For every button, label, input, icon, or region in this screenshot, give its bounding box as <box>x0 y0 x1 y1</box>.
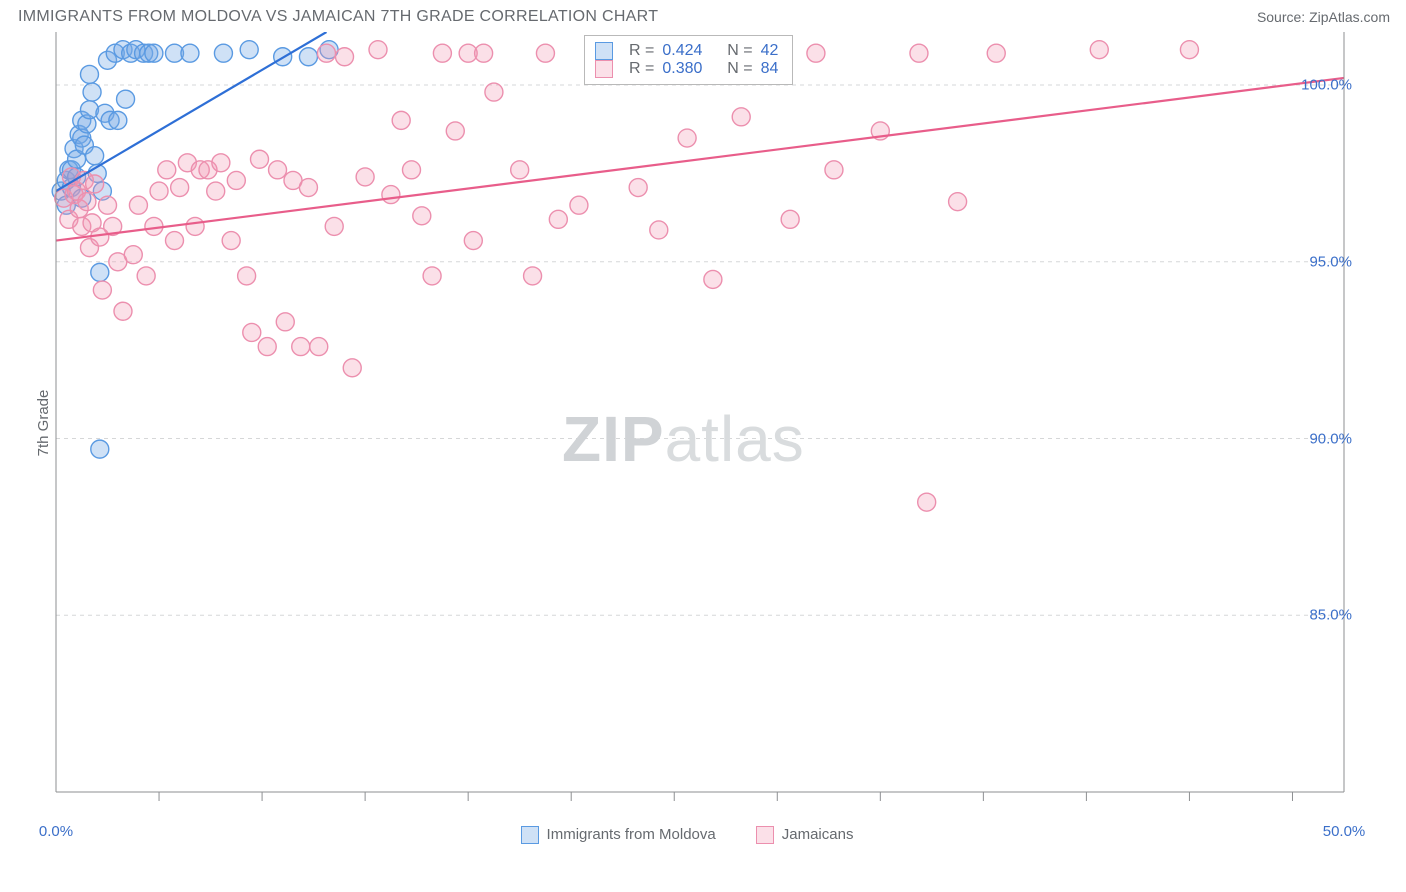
y-tick-label: 95.0% <box>1309 253 1352 270</box>
correlation-legend-row: R = 0.424 N = 42 <box>595 42 778 60</box>
correlation-legend-row: R = 0.380 N = 84 <box>595 60 778 78</box>
chart-title: IMMIGRANTS FROM MOLDOVA VS JAMAICAN 7TH … <box>18 8 658 26</box>
scatter-plot <box>14 32 1360 814</box>
chart-header: IMMIGRANTS FROM MOLDOVA VS JAMAICAN 7TH … <box>0 0 1406 32</box>
y-tick-label: 90.0% <box>1309 430 1352 447</box>
chart-source: Source: ZipAtlas.com <box>1257 9 1390 25</box>
y-tick-label: 85.0% <box>1309 607 1352 624</box>
series-legend-item: Jamaicans <box>756 826 854 844</box>
y-axis-label: 7th Grade <box>35 390 52 457</box>
x-tick-label: 50.0% <box>1323 823 1366 840</box>
correlation-legend: R = 0.424 N = 42R = 0.380 N = 84 <box>584 35 793 85</box>
x-tick-label: 0.0% <box>39 823 73 840</box>
series-legend: Immigrants from Moldova Jamaicans <box>14 826 1360 844</box>
chart-area: 7th Grade ZIPatlas R = 0.424 N = 42R = 0… <box>14 32 1360 814</box>
y-tick-label: 100.0% <box>1301 77 1352 94</box>
series-legend-item: Immigrants from Moldova <box>521 826 716 844</box>
